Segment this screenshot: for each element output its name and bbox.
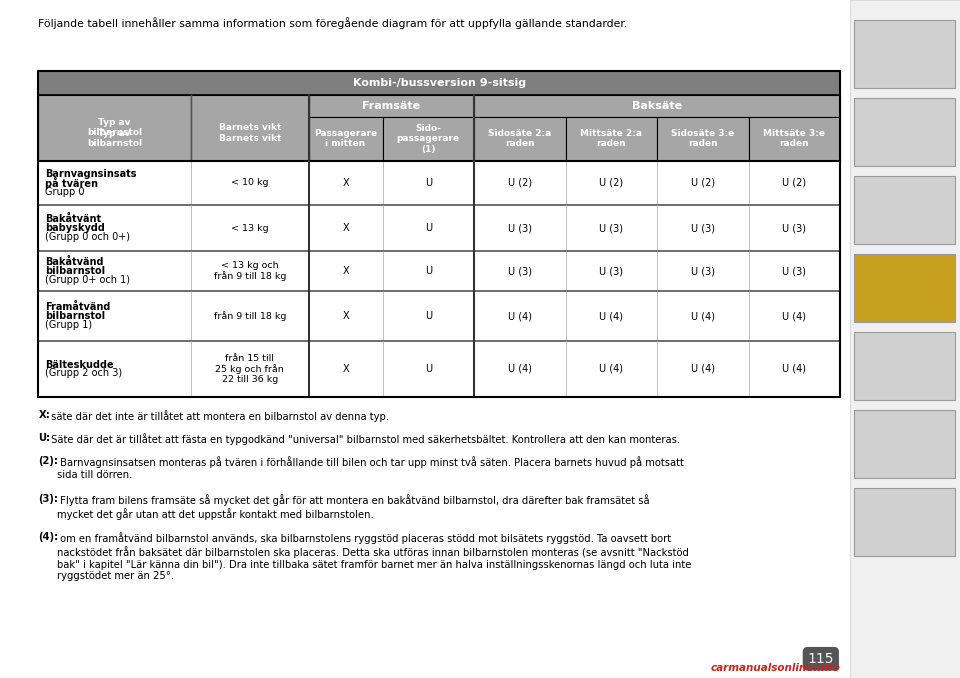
Text: U (3): U (3) bbox=[782, 223, 806, 233]
Text: Flytta fram bilens framsäte så mycket det går för att montera en bakåtvänd bilba: Flytta fram bilens framsäte så mycket de… bbox=[57, 494, 650, 520]
Text: Bälteskudde: Bälteskudde bbox=[45, 359, 113, 370]
Text: U (4): U (4) bbox=[599, 311, 623, 321]
Text: Mittsäte 3:e
raden: Mittsäte 3:e raden bbox=[763, 129, 826, 148]
Text: X: X bbox=[342, 311, 348, 321]
Text: U (4): U (4) bbox=[782, 364, 806, 374]
Text: U (3): U (3) bbox=[599, 266, 623, 276]
Text: U: U bbox=[424, 311, 432, 321]
Text: från 15 till
25 kg och från
22 till 36 kg: från 15 till 25 kg och från 22 till 36 k… bbox=[215, 353, 284, 384]
Text: Följande tabell innehåller samma information som föregående diagram för att uppf: Följande tabell innehåller samma informa… bbox=[38, 17, 628, 29]
Text: U (4): U (4) bbox=[691, 364, 715, 374]
Text: (Grupp 2 och 3): (Grupp 2 och 3) bbox=[45, 368, 122, 378]
Text: U (3): U (3) bbox=[782, 266, 806, 276]
Text: U (2): U (2) bbox=[508, 178, 532, 188]
Text: U (3): U (3) bbox=[691, 223, 715, 233]
Text: Framåtvänd: Framåtvänd bbox=[45, 302, 110, 313]
Text: U:: U: bbox=[38, 433, 51, 443]
Text: U (2): U (2) bbox=[782, 178, 806, 188]
Text: U (3): U (3) bbox=[508, 223, 532, 233]
Text: U (3): U (3) bbox=[691, 266, 715, 276]
Text: U: U bbox=[424, 223, 432, 233]
Text: X: X bbox=[342, 266, 348, 276]
Text: Barnets vikt: Barnets vikt bbox=[219, 123, 281, 132]
Text: carmanualsonline.info: carmanualsonline.info bbox=[710, 662, 840, 673]
Text: X: X bbox=[342, 223, 348, 233]
Text: (4):: (4): bbox=[38, 532, 59, 542]
Text: 115: 115 bbox=[807, 652, 834, 666]
Text: (2):: (2): bbox=[38, 456, 59, 466]
Text: U (4): U (4) bbox=[508, 364, 532, 374]
Text: Baksäte: Baksäte bbox=[632, 100, 683, 111]
Text: (3):: (3): bbox=[38, 494, 59, 504]
Text: X: X bbox=[342, 178, 348, 188]
Text: U (4): U (4) bbox=[508, 311, 532, 321]
Text: U (2): U (2) bbox=[599, 178, 623, 188]
Text: säte där det inte är tillåtet att montera en bilbarnstol av denna typ.: säte där det inte är tillåtet att monter… bbox=[48, 410, 389, 422]
Text: < 13 kg: < 13 kg bbox=[230, 224, 269, 233]
Text: X: X bbox=[342, 364, 348, 374]
Text: Grupp 0: Grupp 0 bbox=[45, 186, 84, 197]
Text: U (2): U (2) bbox=[690, 178, 715, 188]
Text: U (3): U (3) bbox=[599, 223, 623, 233]
Text: Bakåtvänd: Bakåtvänd bbox=[45, 257, 104, 267]
Text: Sidosäte 3:e
raden: Sidosäte 3:e raden bbox=[671, 129, 734, 148]
Text: Mittsäte 2:a
raden: Mittsäte 2:a raden bbox=[580, 129, 642, 148]
Text: Typ av
bilbarnstol: Typ av bilbarnstol bbox=[87, 118, 142, 138]
Text: X:: X: bbox=[38, 410, 50, 420]
Text: U: U bbox=[424, 178, 432, 188]
Text: U (4): U (4) bbox=[599, 364, 623, 374]
Text: < 10 kg: < 10 kg bbox=[231, 178, 269, 187]
Text: U (4): U (4) bbox=[782, 311, 806, 321]
Text: Sidosäte 2:a
raden: Sidosäte 2:a raden bbox=[489, 129, 551, 148]
Text: U (3): U (3) bbox=[508, 266, 532, 276]
Text: Barnvagnsinsatsen monteras på tvären i förhållande till bilen och tar upp minst : Barnvagnsinsatsen monteras på tvären i f… bbox=[57, 456, 684, 480]
Text: Typ av
bilbarnstol: Typ av bilbarnstol bbox=[87, 129, 142, 148]
Text: U (4): U (4) bbox=[691, 311, 715, 321]
Text: Barnvagnsinsats: Barnvagnsinsats bbox=[45, 169, 136, 179]
Text: (Grupp 0+ och 1): (Grupp 0+ och 1) bbox=[45, 275, 131, 285]
Text: Barnets vikt: Barnets vikt bbox=[219, 134, 281, 143]
Text: på tvären: på tvären bbox=[45, 177, 98, 189]
Text: bilbarnstol: bilbarnstol bbox=[45, 266, 106, 276]
Text: (Grupp 0 och 0+): (Grupp 0 och 0+) bbox=[45, 232, 131, 242]
Text: Säte där det är tillåtet att fästa en typgodkänd "universal" bilbarnstol med säk: Säte där det är tillåtet att fästa en ty… bbox=[48, 433, 680, 445]
Text: Kombi-/bussversion 9-sitsig: Kombi-/bussversion 9-sitsig bbox=[352, 78, 526, 88]
Text: (Grupp 1): (Grupp 1) bbox=[45, 320, 92, 330]
Text: Framsäte: Framsäte bbox=[362, 100, 420, 111]
Text: från 9 till 18 kg: från 9 till 18 kg bbox=[213, 311, 286, 321]
Text: om en framåtvänd bilbarnstol används, ska bilbarnstolens ryggstöd placeras stödd: om en framåtvänd bilbarnstol används, sk… bbox=[57, 532, 691, 581]
Text: babyskydd: babyskydd bbox=[45, 223, 105, 233]
Text: U: U bbox=[424, 266, 432, 276]
Text: Passagerare
i mitten: Passagerare i mitten bbox=[314, 129, 377, 148]
Text: bilbarnstol: bilbarnstol bbox=[45, 311, 106, 321]
Text: < 13 kg och
från 9 till 18 kg: < 13 kg och från 9 till 18 kg bbox=[213, 261, 286, 281]
Text: Sido-
passagerare
(1): Sido- passagerare (1) bbox=[396, 124, 460, 154]
Text: Bakåtvänt: Bakåtvänt bbox=[45, 214, 101, 224]
Text: U: U bbox=[424, 364, 432, 374]
